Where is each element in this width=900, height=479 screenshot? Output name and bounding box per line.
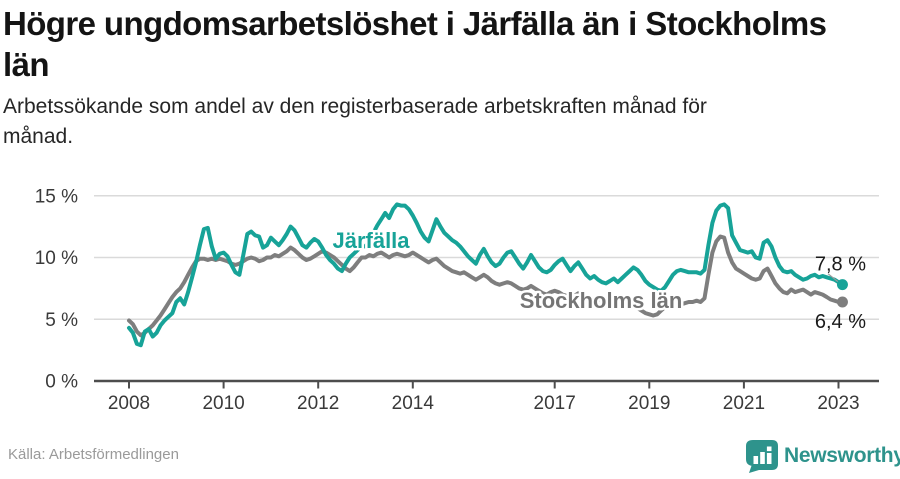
y-tick-label: 10 % <box>35 248 78 269</box>
x-tick-label: 2010 <box>202 393 244 414</box>
x-tick-label: 2014 <box>392 393 435 414</box>
chart-subtitle: Arbetssökande som andel av den registerb… <box>3 92 707 152</box>
source-note: Källa: Arbetsförmedlingen <box>8 446 179 463</box>
end-dot-jarfalla <box>836 279 848 291</box>
x-tick-label: 2021 <box>723 393 765 414</box>
newsworthy-branding: Newsworthy <box>745 439 900 473</box>
series-line-stockholms-lan <box>127 234 845 338</box>
page-title: Högre ungdomsarbetslöshet i Järfälla än … <box>3 3 827 85</box>
page-title-line-2: län <box>3 46 49 83</box>
series-label-jarfalla: Järfälla <box>332 228 410 253</box>
y-tick-label: 0 % <box>45 372 78 393</box>
y-tick-label: 15 % <box>35 186 78 207</box>
x-tick-label: 2023 <box>817 393 859 414</box>
newsworthy-logo-icon <box>746 440 778 473</box>
end-dot-stockholms-lan <box>836 296 848 308</box>
y-tick-label: 5 % <box>45 310 78 331</box>
x-tick-label: 2017 <box>534 393 576 414</box>
series-label-stockholms-lan: Stockholms län <box>520 288 683 313</box>
end-value-label-jarfalla: 7,8 % <box>815 254 866 276</box>
newsworthy-wordmark: Newsworthy <box>784 444 900 467</box>
series-line-jarfalla <box>127 202 845 348</box>
chart-subtitle-line-2: månad. <box>3 125 74 148</box>
chart-subtitle-line-1: Arbetssökande som andel av den registerb… <box>3 95 707 118</box>
x-tick-label: 2012 <box>297 393 339 414</box>
x-tick-label: 2019 <box>628 393 670 414</box>
end-value-label-stockholms-lan: 6,4 % <box>815 311 866 333</box>
end-label-leader-jarfalla <box>827 273 839 283</box>
x-tick-label: 2008 <box>108 393 150 414</box>
page-title-line-1: Högre ungdomsarbetslöshet i Järfälla än … <box>3 5 827 42</box>
